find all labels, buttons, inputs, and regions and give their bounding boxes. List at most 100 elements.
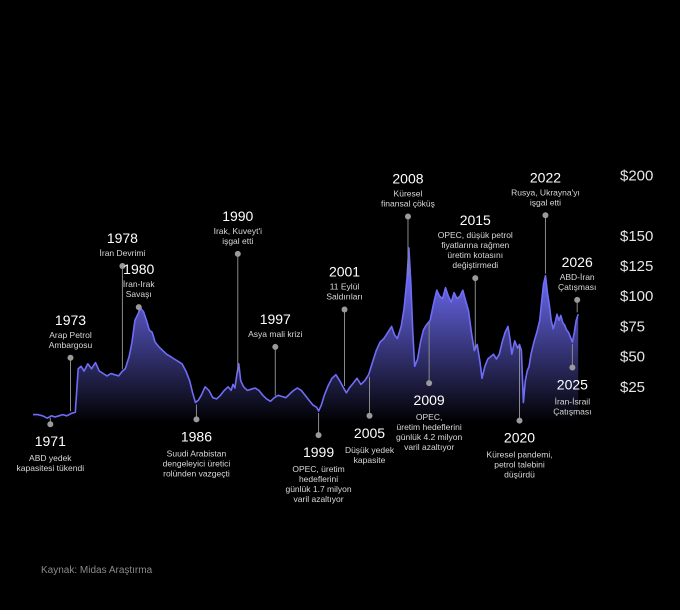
annotation-year: 2001 [329,263,360,279]
annotation-year: 1971 [35,433,66,449]
annotation-text: Çatışması [558,282,596,292]
annotation-text: finansal çöküş [381,198,435,208]
annotation-text: değiştirmedi [452,260,498,270]
annotation-text: dengeleyici üretici [163,458,231,468]
annotation-dot [119,263,126,269]
annotation-text: Arap Petrol [49,330,92,340]
annotation-text: varil azaltıyor [404,442,454,452]
annotation-text: İran-Irak [123,279,155,289]
price-line [33,247,579,419]
y-tick-label: $150 [620,228,653,245]
annotation-text: Düşük yedek [345,445,395,455]
annotation-dot [404,213,411,220]
annotation-text: işgal etti [530,197,561,207]
annotation-text: OPEC, üretim [292,464,344,474]
y-tick-label: $125 [620,258,653,275]
annotation-dot [569,364,576,371]
annotation-year: 2020 [504,430,535,446]
annotation-year: 1997 [260,311,291,327]
annotation-year: 2025 [557,376,588,392]
annotation-text: OPEC, [416,412,442,422]
price-area [33,247,579,421]
annotation-text: 11 Eylül [330,281,360,291]
annotation-dot [67,354,74,361]
annotation-year: 1973 [55,312,86,328]
annotation-text: Küresel pandemi, [486,450,552,460]
annotation-text: varil azaltıyor [294,494,344,504]
annotation-1997: 1997 Asya mali krizi [248,311,303,396]
y-tick-label: $200 [620,167,653,184]
annotation-text: üretim kotasını [447,250,503,260]
annotation-text: Irak, Kuveyt'i [214,226,263,236]
annotation-dot [516,417,523,424]
annotation-text: rolünden vazgeçti [163,468,230,478]
annotation-text: günlük 4.2 milyon [396,432,462,442]
annotation-dot [574,296,581,303]
annotation-text: Küresel [394,188,423,198]
y-axis-ticks: $25 $50 $75 $100 $125 $150 $200 [620,167,653,395]
annotation-year: 1990 [222,208,253,224]
annotation-year: 2008 [392,170,423,186]
annotation-year: 1986 [181,428,212,444]
annotation-text: düşürdü [504,470,535,480]
annotation-year: 1978 [107,230,138,246]
annotation-text: İran Devrimi [100,248,146,258]
annotation-text: üretim hedeflerini [397,422,462,432]
annotation-text: fiyatlarına rağmen [441,240,509,250]
annotation-year: 2015 [460,212,491,228]
annotation-text: kapasitesi tükendi [17,463,85,473]
annotation-year: 2009 [414,392,445,408]
annotation-text: Ambargosu [49,340,93,350]
annotation-dot [135,304,142,311]
annotation-year: 1999 [303,444,334,460]
annotation-text: ABD-İran [560,272,595,282]
annotation-dot [234,250,241,257]
annotation-dot [366,412,373,419]
y-tick-label: $25 [620,379,645,396]
annotation-dot [341,306,348,313]
annotation-2020: 2020 Küresel pandemi,petrol talebinidüşür… [486,346,553,480]
source-note: Kaynak: Midas Araştırma [41,565,153,576]
annotation-text: hedeflerini [299,474,338,484]
y-tick-label: $100 [620,288,653,305]
annotation-text: petrol talebini [494,460,545,470]
annotation-dot [426,380,433,387]
annotation-text: ABD yedek [29,453,72,463]
annotation-text: günlük 1.7 milyon [285,484,351,494]
annotation-text: İran-İsrail [555,396,591,406]
annotation-dot [542,212,549,219]
annotation-year: 2026 [562,254,593,270]
y-tick-label: $75 [620,318,645,335]
annotation-1978: 1978 İran Devrimi [100,230,146,370]
annotation-dot [272,343,279,350]
annotation-text: Asya mali krizi [248,329,302,339]
annotation-year: 2022 [530,169,561,185]
annotation-year: 1980 [123,261,154,277]
annotation-dot [47,421,54,428]
annotation-text: OPEC, düşük petrol [438,230,513,240]
annotation-text: Çatışması [553,406,591,416]
annotation-text: kapasite [354,455,386,465]
annotation-year: 2005 [354,425,385,441]
annotation-text: işgal etti [222,236,253,246]
annotation-text: Suudi Arabistan [167,448,227,458]
annotation-dot [193,416,200,423]
y-tick-label: $50 [620,349,645,366]
annotation-text: Rusya, Ukrayna'yı [511,187,580,197]
